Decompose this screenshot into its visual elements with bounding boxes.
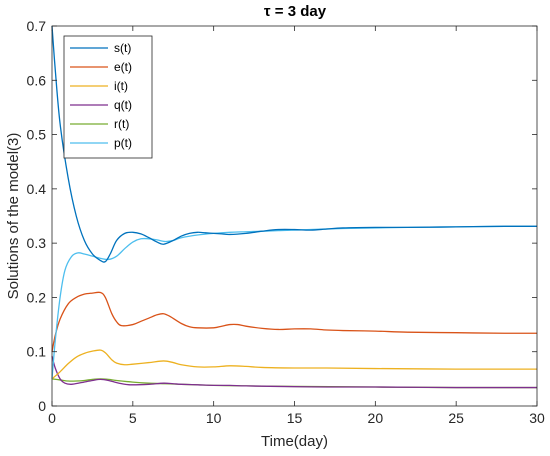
legend-label-et: e(t) <box>114 60 132 74</box>
series-line-it <box>51 349 538 380</box>
series-line-qt <box>51 355 538 389</box>
x-tick-label: 30 <box>529 410 545 426</box>
legend-label-rt: r(t) <box>114 117 129 131</box>
series-line-st <box>51 25 538 263</box>
y-tick-label: 0.7 <box>27 18 47 34</box>
y-tick-label: 0.5 <box>27 127 47 143</box>
x-tick-label: 15 <box>287 410 303 426</box>
x-tick-label: 25 <box>448 410 464 426</box>
x-tick-label: 5 <box>129 410 137 426</box>
x-tick-label: 20 <box>368 410 384 426</box>
x-tick-label: 0 <box>48 410 56 426</box>
y-tick-label: 0 <box>38 398 46 414</box>
axis-ticks: 0 5 10 15 20 25 30 0 0.1 0.2 0.3 0.4 0.5 0.6 0.7 <box>27 18 545 426</box>
chart-title: τ = 3 day <box>264 3 327 20</box>
y-axis-label: Solutions of the model(3) <box>5 133 22 300</box>
legend-label-it: i(t) <box>114 79 128 93</box>
y-tick-label: 0.1 <box>27 344 47 360</box>
x-tick-label: 10 <box>206 410 222 426</box>
legend-label-pt: p(t) <box>114 136 132 150</box>
series-lines <box>51 25 538 389</box>
x-axis-label: Time(day) <box>261 433 328 450</box>
legend-box <box>63 35 153 159</box>
y-tick-label: 0.3 <box>27 235 47 251</box>
legend: s(t) e(t) i(t) q(t) r(t) p(t) <box>63 35 153 159</box>
series-line-et <box>51 291 538 352</box>
y-tick-label: 0.6 <box>27 72 47 88</box>
y-tick-label: 0.2 <box>27 289 47 305</box>
y-tick-label: 0.4 <box>27 181 47 197</box>
legend-label-st: s(t) <box>114 41 131 55</box>
legend-label-qt: q(t) <box>114 98 132 112</box>
